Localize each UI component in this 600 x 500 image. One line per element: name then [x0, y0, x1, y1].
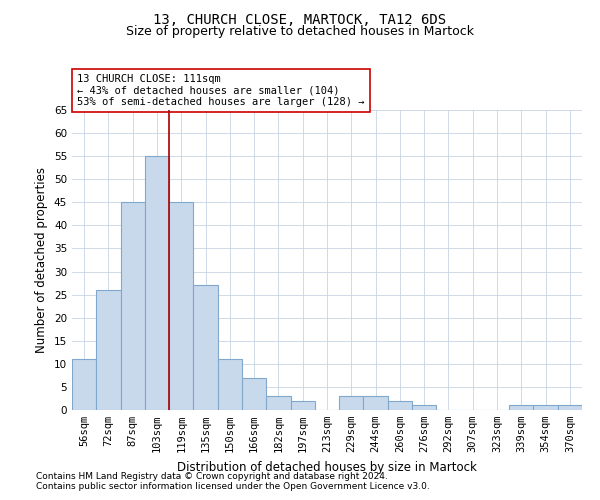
Bar: [290, 401, 315, 410]
Bar: [72, 359, 96, 410]
Bar: [339, 396, 364, 410]
Bar: [121, 202, 145, 410]
Bar: [364, 396, 388, 410]
Text: Size of property relative to detached houses in Martock: Size of property relative to detached ho…: [126, 25, 474, 38]
Bar: [169, 202, 193, 410]
Bar: [242, 378, 266, 410]
Text: Contains HM Land Registry data © Crown copyright and database right 2024.: Contains HM Land Registry data © Crown c…: [36, 472, 388, 481]
Bar: [266, 396, 290, 410]
Bar: [96, 290, 121, 410]
Bar: [388, 401, 412, 410]
Bar: [509, 406, 533, 410]
Text: Contains public sector information licensed under the Open Government Licence v3: Contains public sector information licen…: [36, 482, 430, 491]
Bar: [533, 406, 558, 410]
Y-axis label: Number of detached properties: Number of detached properties: [35, 167, 49, 353]
Bar: [412, 406, 436, 410]
Text: 13, CHURCH CLOSE, MARTOCK, TA12 6DS: 13, CHURCH CLOSE, MARTOCK, TA12 6DS: [154, 12, 446, 26]
Bar: [558, 406, 582, 410]
Bar: [218, 359, 242, 410]
Bar: [145, 156, 169, 410]
Text: 13 CHURCH CLOSE: 111sqm
← 43% of detached houses are smaller (104)
53% of semi-d: 13 CHURCH CLOSE: 111sqm ← 43% of detache…: [77, 74, 365, 107]
Bar: [193, 286, 218, 410]
X-axis label: Distribution of detached houses by size in Martock: Distribution of detached houses by size …: [177, 460, 477, 473]
